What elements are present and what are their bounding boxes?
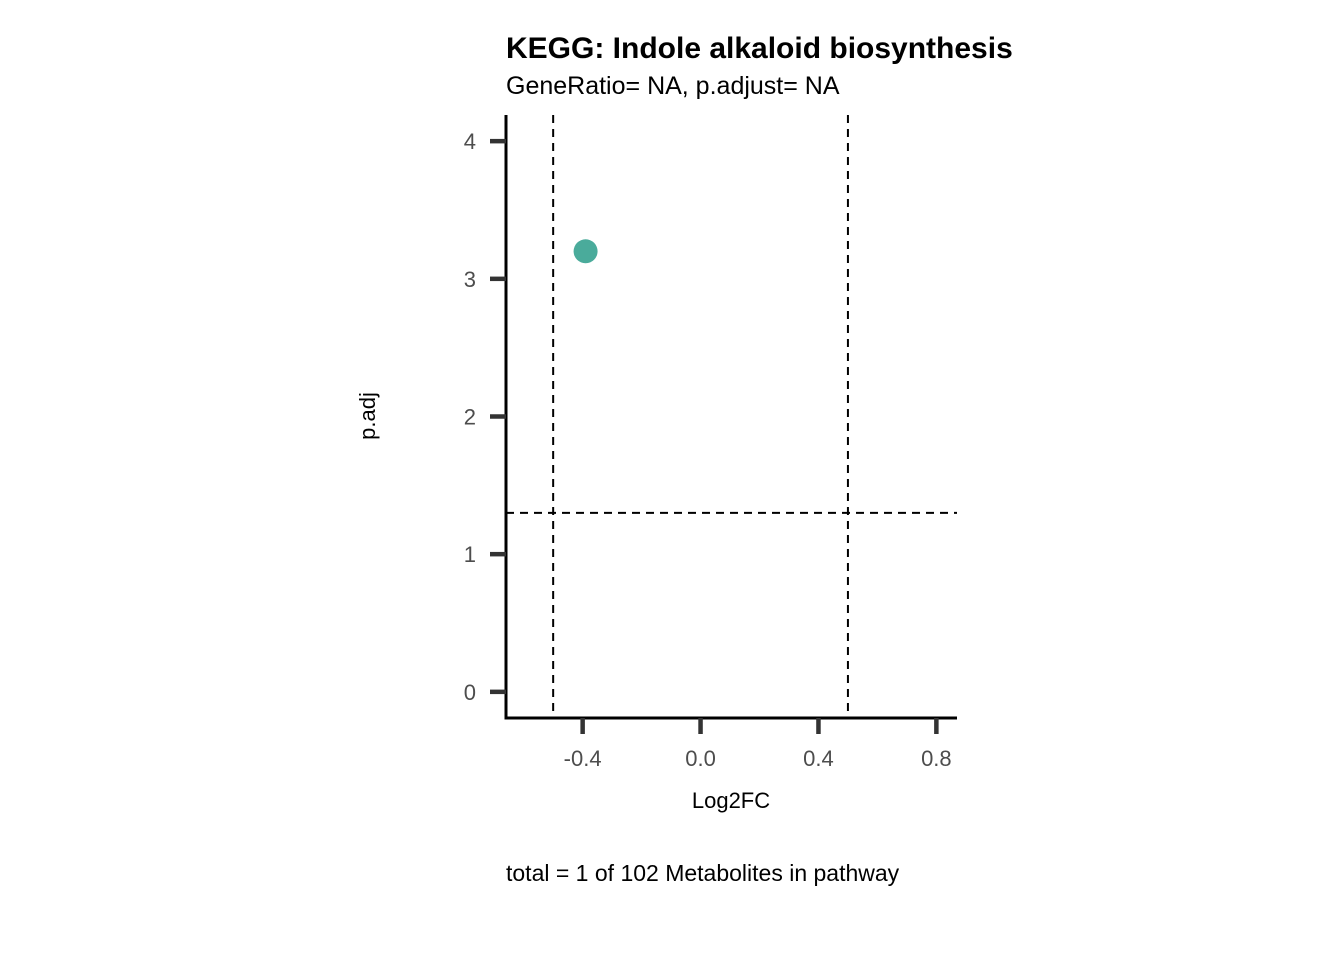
y-tick-label: 1 (464, 542, 476, 567)
chart-caption: total = 1 of 102 Metabolites in pathway (506, 860, 900, 886)
x-tick-label: 0.8 (921, 746, 952, 771)
y-tick-label: 4 (464, 129, 476, 154)
data-point (573, 239, 598, 264)
y-tick-label: 0 (464, 680, 476, 705)
x-tick-label: -0.4 (564, 746, 602, 771)
y-tick-label: 3 (464, 267, 476, 292)
chart-subtitle: GeneRatio= NA, p.adjust= NA (506, 72, 840, 100)
chart-title: KEGG: Indole alkaloid biosynthesis (506, 32, 1013, 65)
x-tick-label: 0.4 (803, 746, 834, 771)
y-tick-label: 2 (464, 405, 476, 430)
x-tick-label: 0.0 (685, 746, 716, 771)
x-axis-label: Log2FC (691, 788, 771, 813)
